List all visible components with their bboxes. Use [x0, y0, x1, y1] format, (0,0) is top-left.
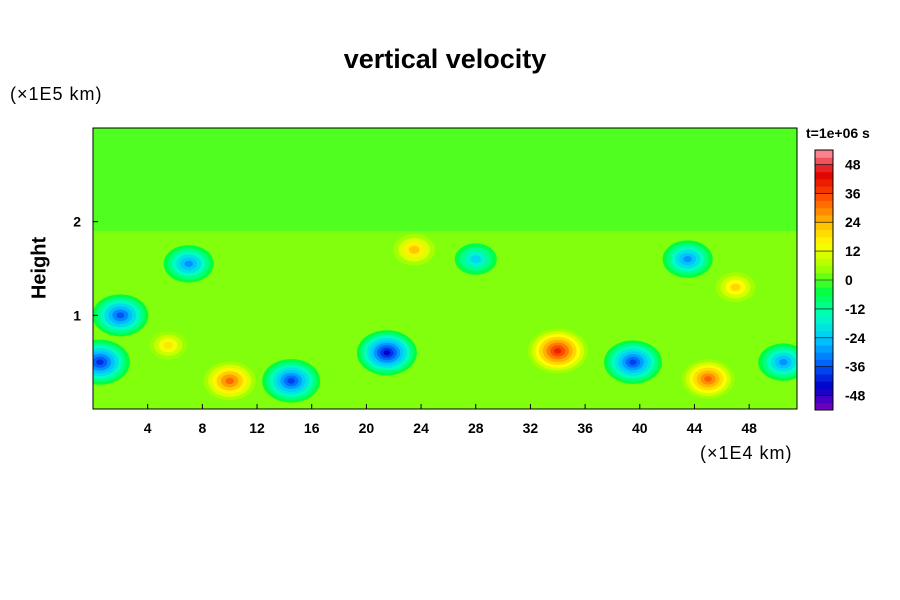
colorbar-tick-label: 12 [845, 243, 861, 259]
colorbar-band [815, 352, 833, 360]
velocity-feature [603, 340, 662, 384]
colorbar-band [815, 215, 833, 223]
velocity-feature [715, 272, 756, 303]
colorbar-band [815, 373, 833, 382]
time-label: t=1e+06 s [806, 125, 870, 141]
velocity-feature [393, 234, 436, 266]
colorbar-tick-label: 0 [845, 272, 853, 288]
velocity-feature [203, 361, 256, 401]
y-tick-label: 1 [73, 307, 81, 323]
colorbar-band [815, 316, 833, 324]
x-tick-label: 4 [144, 420, 152, 436]
colorbar-band [815, 150, 833, 158]
velocity-feature [758, 343, 797, 381]
colorbar-band [815, 337, 833, 346]
colorbar-band [815, 164, 833, 173]
colorbar-band [815, 308, 833, 317]
velocity-feature [93, 339, 130, 385]
x-tick-label: 44 [687, 420, 703, 436]
colorbar-tick-label: 36 [845, 185, 861, 201]
y-tick-label: 2 [73, 214, 81, 230]
colorbar-band [815, 294, 833, 303]
x-tick-label: 20 [359, 420, 375, 436]
velocity-feature [454, 243, 497, 275]
x-tick-label: 12 [249, 420, 265, 436]
x-tick-label: 36 [577, 420, 593, 436]
chart-title: vertical velocity [343, 44, 547, 74]
velocity-feature [527, 328, 588, 374]
colorbar-band [815, 229, 833, 238]
velocity-feature [356, 330, 417, 376]
colorbar-band [815, 395, 833, 404]
colorbar-band [815, 171, 833, 180]
velocity-feature [149, 331, 188, 360]
colorbar-band [815, 345, 833, 353]
velocity-feature [681, 359, 735, 399]
x-tick-label: 24 [413, 420, 429, 436]
colorbar-band [815, 280, 833, 288]
colorbar-band [815, 236, 833, 245]
x-tick-label: 40 [632, 420, 648, 436]
colorbar-band [815, 186, 833, 194]
colorbar-band [815, 200, 833, 209]
x-axis-unit: (×1E4 km) [700, 443, 793, 463]
x-tick-label: 28 [468, 420, 484, 436]
colorbar-band [815, 193, 833, 202]
colorbar-tick-label: 48 [845, 156, 861, 172]
colorbar-band [815, 323, 833, 332]
colorbar-band [815, 287, 833, 295]
colorbar-tick-label: -36 [845, 359, 865, 375]
colorbar-band [815, 207, 833, 216]
colorbar-band [815, 258, 833, 267]
x-tick-label: 8 [198, 420, 206, 436]
colorbar-band [815, 330, 833, 339]
y-axis-unit: (×1E5 km) [10, 84, 103, 104]
plot-frame [92, 127, 798, 410]
colorbar-band [815, 178, 833, 187]
colorbar-tick-label: -48 [845, 388, 865, 404]
colorbar-band [815, 402, 833, 411]
velocity-feature [163, 245, 214, 283]
colorbar-band [815, 251, 833, 259]
x-tick-label: 32 [523, 420, 539, 436]
colorbar-band [815, 366, 833, 375]
colorbar-band [815, 265, 833, 274]
colorbar-band [815, 388, 833, 397]
colorbar-band [815, 381, 833, 389]
colorbar-band [815, 301, 833, 310]
colorbar-band [815, 359, 833, 368]
plot-area [92, 127, 798, 410]
colorbar-band [815, 272, 833, 281]
colorbar-tick-label: -24 [845, 330, 865, 346]
colorbar: 48 36 24 12 0 -12 -24 -36 -48 [814, 149, 865, 411]
colorbar-band [815, 157, 833, 165]
colorbar-band [815, 243, 833, 252]
colorbar-tick-label: -12 [845, 301, 865, 317]
x-tick-label: 16 [304, 420, 320, 436]
velocity-feature [662, 240, 713, 278]
colorbar-band [815, 222, 833, 230]
x-tick-label: 48 [741, 420, 757, 436]
colorbar-tick-label: 24 [845, 214, 861, 230]
velocity-feature [93, 294, 149, 337]
velocity-feature [262, 359, 321, 403]
